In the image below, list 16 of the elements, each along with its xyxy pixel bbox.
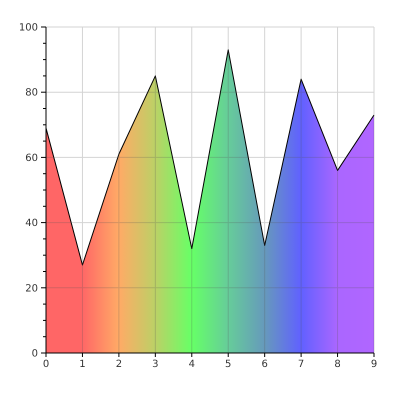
x-tick-label: 8 [334, 359, 341, 370]
x-tick-label: 3 [152, 359, 159, 370]
y-tick-label: 20 [25, 283, 38, 294]
x-tick-label: 6 [261, 359, 268, 370]
x-tick-label: 4 [188, 359, 195, 370]
y-tick-label: 100 [18, 22, 38, 34]
x-tick-label: 1 [79, 359, 86, 370]
x-tick-label: 9 [370, 359, 378, 370]
x-tick-label: 0 [42, 359, 50, 370]
y-tick-label: 80 [25, 88, 38, 99]
x-tick-label: 2 [116, 359, 122, 370]
y-tick-label: 60 [25, 152, 38, 164]
y-tick-label: 0 [32, 348, 38, 360]
x-tick-label: 5 [225, 359, 232, 370]
x-tick-label: 7 [298, 359, 304, 370]
y-tick-label: 40 [25, 218, 38, 230]
